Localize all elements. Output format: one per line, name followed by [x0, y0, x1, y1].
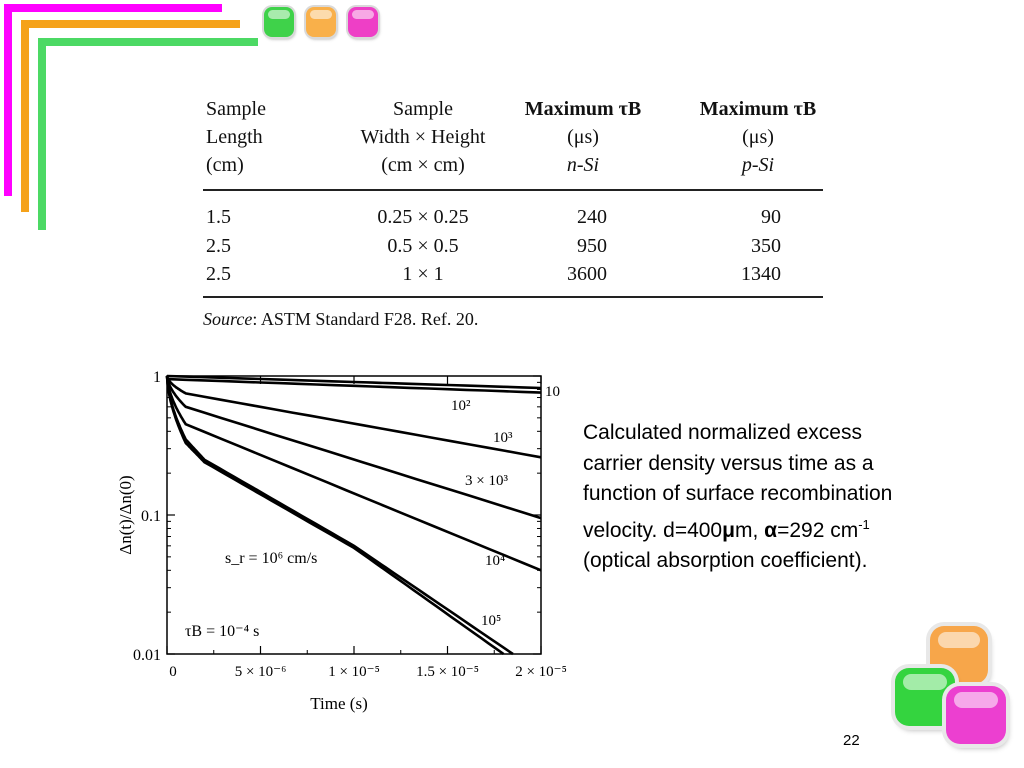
caption-line: function of surface recombination [583, 482, 893, 505]
table-cell: 90 [761, 206, 781, 228]
header-text: (cm × cm) [381, 154, 465, 176]
table-cell: 0.5 × 0.5 [387, 235, 459, 257]
caption-text: m, [734, 518, 765, 542]
magenta-side-line [4, 4, 12, 196]
series-line [165, 375, 542, 572]
caption-alpha: α [764, 518, 778, 542]
y-tick-label: 1 [153, 369, 161, 386]
caption-text: =292 cm [777, 518, 859, 542]
header-text: Sample [393, 98, 453, 120]
x-tick-label: 2 × 10⁻⁵ [515, 664, 567, 680]
caption-line: Calculated normalized excess [583, 421, 862, 444]
figure-caption: Calculated normalized excess carrier den… [583, 418, 983, 577]
table-cell: 1.5 [206, 206, 231, 228]
table-cell: 1340 [741, 263, 781, 285]
table-cell: 350 [751, 235, 781, 257]
header-text: (μs) [742, 126, 774, 148]
annotation-tau: τB = 10⁻⁴ s [185, 623, 259, 640]
header-text: Length [206, 126, 263, 148]
green-tile-icon [895, 668, 955, 726]
header-text: p-Si [741, 154, 775, 176]
x-axis-label: Time (s) [310, 694, 367, 713]
y-tick-label: 0.01 [133, 647, 161, 664]
table-cell: 2.5 [206, 235, 231, 257]
header-col-1: Sample Length (cm) [206, 95, 266, 179]
series-line [165, 375, 505, 656]
magenta-tile-icon [946, 686, 1006, 744]
orange-side-line [21, 20, 29, 212]
y-tick-label: 0.1 [141, 508, 161, 525]
caption-sup: -1 [858, 516, 870, 532]
table-source: Source: ASTM Standard F28. Ref. 20. [203, 309, 478, 330]
table-rule-bottom [203, 296, 823, 298]
orange-chip-icon [306, 7, 336, 37]
y-axis-label: Δn(t)/Δn(0) [116, 475, 135, 554]
decay-chart: 1 0.1 0.01 0 5 × 10⁻⁶ 1 × 10⁻⁵ 1.5 × 10⁻⁵ 2 × 1… [116, 369, 567, 713]
header-text: Sample [206, 98, 266, 120]
green-chip-icon [264, 7, 294, 37]
caption-line: carrier density versus time as a [583, 451, 874, 475]
caption-mu: μ [722, 518, 735, 542]
x-tick-label: 1.5 × 10⁻⁵ [416, 664, 479, 680]
series-label: 3 × 10³ [465, 473, 508, 489]
table-cell: 240 [577, 206, 607, 228]
table-cell: 3600 [567, 263, 607, 285]
header-text: n-Si [566, 154, 600, 176]
header-text: (cm) [206, 154, 244, 176]
orange-top-line [21, 20, 240, 28]
green-top-line [38, 38, 258, 46]
source-label: Source [203, 309, 253, 329]
caption-line: (optical absorption coefficient). [583, 549, 868, 572]
header-text: Maximum τB [524, 98, 642, 120]
series-line [165, 375, 542, 520]
series-line [166, 374, 542, 390]
series-label: 10⁵ [481, 613, 501, 629]
source-text: : ASTM Standard F28. Ref. 20. [252, 309, 479, 329]
green-side-line [38, 38, 46, 230]
magenta-top-line [4, 4, 222, 12]
header-col-4: Maximum τB (μs) p-Si [683, 95, 833, 179]
series-label: 10³ [493, 430, 513, 446]
header-text: Maximum τB [699, 98, 817, 120]
series-line [165, 375, 542, 459]
annotation-sr: s_r = 10⁶ cm/s [225, 550, 317, 567]
magenta-chip-icon [348, 7, 378, 37]
series-label: 10⁴ [485, 553, 505, 569]
header-col-3: Maximum τB (μs) n-Si [508, 95, 658, 179]
page-number: 22 [843, 732, 860, 749]
x-tick-label: 1 × 10⁻⁵ [328, 664, 380, 680]
header-text: (μs) [567, 126, 599, 148]
series-label: 10² [451, 398, 471, 414]
table-cell: 1 × 1 [402, 263, 444, 285]
table-cell: 2.5 [206, 263, 231, 285]
x-tick-label: 0 [169, 664, 177, 680]
table-cell: 950 [577, 235, 607, 257]
caption-line: velocity. d=400μm, α=292 cm-1 [583, 510, 983, 547]
series-line [166, 377, 542, 394]
caption-text: velocity. d=400 [583, 518, 723, 542]
series-label: 10 [545, 384, 560, 400]
header-text: Width × Height [360, 126, 486, 148]
lifetime-table: Sample Length (cm) Sample Width × Height… [203, 95, 823, 340]
header-col-2: Sample Width × Height (cm × cm) [323, 95, 523, 179]
x-tick-label: 5 × 10⁻⁶ [235, 664, 287, 680]
table-cell: 0.25 × 0.25 [377, 206, 469, 228]
table-rule-top [203, 189, 823, 191]
